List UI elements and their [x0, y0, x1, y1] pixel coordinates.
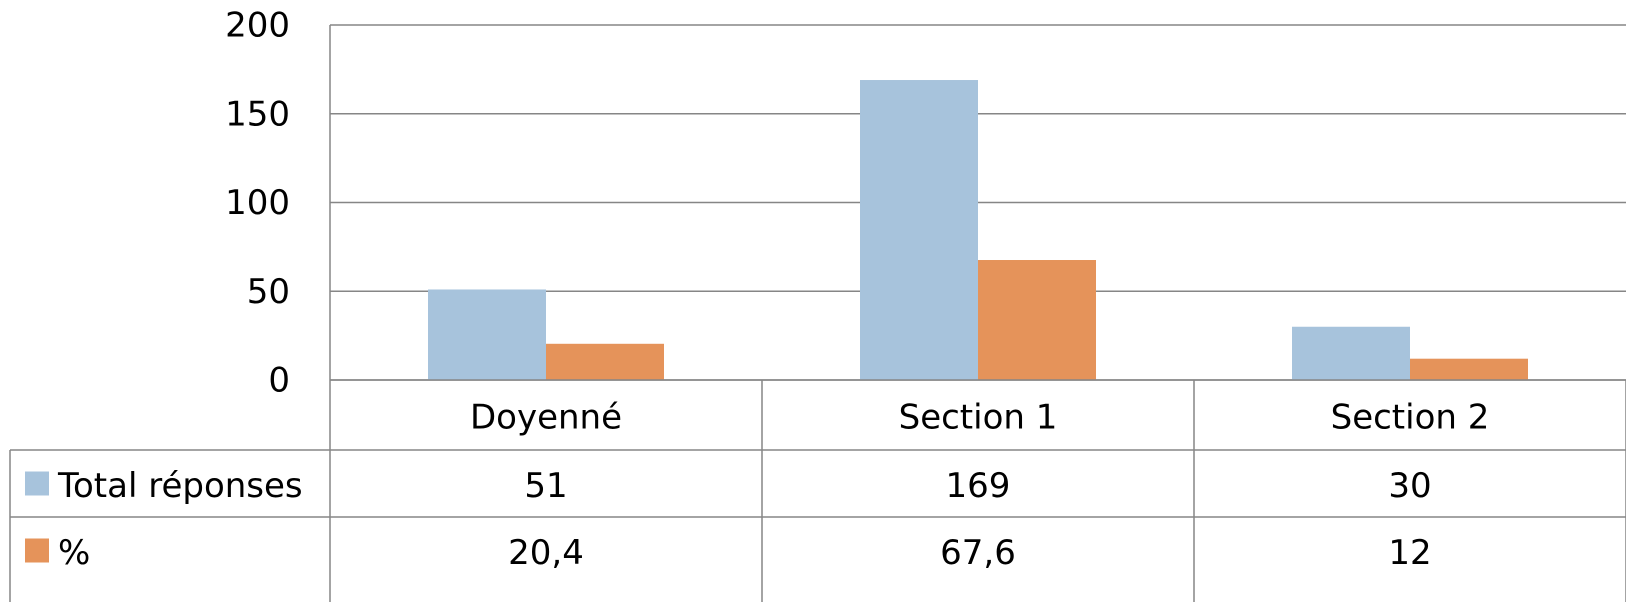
bar — [546, 343, 664, 380]
legend-swatch — [25, 471, 49, 496]
bar — [978, 260, 1096, 380]
bars — [428, 80, 1528, 381]
data-label: 12 — [1388, 533, 1431, 573]
y-tick-label: 200 — [225, 6, 290, 46]
x-tick-label: Section 2 — [1331, 398, 1490, 438]
data-table: Doyenné Section 1 Section 2 Total réponses 5… — [9, 380, 1626, 604]
bar — [860, 80, 978, 381]
data-label: 67,6 — [940, 533, 1016, 573]
legend-swatch — [25, 538, 49, 563]
bar — [1292, 326, 1410, 380]
x-tick-label: Section 1 — [899, 398, 1058, 438]
data-label: 20,4 — [508, 533, 584, 573]
y-tick-label: 100 — [225, 183, 290, 223]
legend-label: % — [58, 533, 90, 573]
bar — [428, 289, 546, 380]
data-label: 30 — [1388, 466, 1431, 506]
y-tick-labels: 0 50 100 150 200 — [225, 6, 290, 401]
data-label: 169 — [946, 466, 1011, 506]
y-tick-label: 50 — [247, 272, 290, 312]
legend-label: Total réponses — [57, 466, 303, 506]
bar — [1410, 358, 1528, 380]
axes — [329, 25, 1626, 604]
data-label: 51 — [524, 466, 567, 506]
y-tick-label: 150 — [225, 94, 290, 134]
y-tick-label: 0 — [268, 361, 290, 401]
x-tick-label: Doyenné — [470, 398, 622, 438]
